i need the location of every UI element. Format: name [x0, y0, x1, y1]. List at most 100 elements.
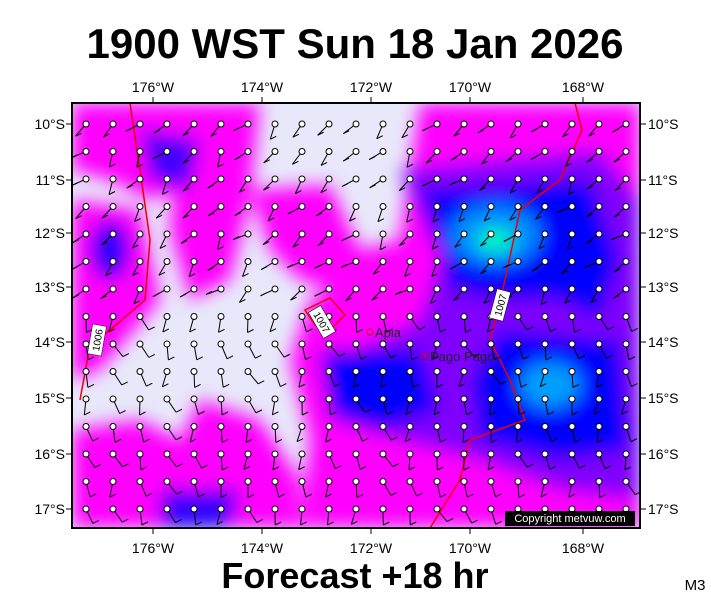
- station: [541, 340, 549, 348]
- station: [298, 230, 306, 238]
- wind-barb-tick: [509, 216, 516, 221]
- wind-barb-tick: [198, 410, 205, 415]
- wind-barb-tick: [238, 188, 246, 193]
- wind-barb-tick: [624, 466, 632, 471]
- wind-barb-tick: [432, 218, 440, 223]
- wind-barb-tick: [320, 161, 328, 166]
- wind-barb-tick: [440, 438, 447, 443]
- wind-barb-tick: [89, 493, 97, 498]
- lon-label: 168°W: [562, 79, 605, 95]
- station: [298, 368, 306, 375]
- station: [595, 450, 603, 458]
- isobar-label-bg: [308, 305, 336, 339]
- station: [568, 258, 576, 265]
- station: [298, 450, 306, 458]
- wind-barb-tick: [269, 328, 277, 333]
- wind-barb-tick: [263, 186, 270, 191]
- station: [244, 478, 252, 485]
- station: [136, 423, 144, 430]
- wind-barb-tick: [218, 328, 225, 333]
- wind-barb-tick: [272, 466, 280, 471]
- station: [487, 368, 495, 375]
- wind-barb-tick: [425, 159, 433, 164]
- station: [163, 450, 171, 458]
- lon-label: 174°W: [241, 540, 284, 556]
- station: [163, 285, 171, 293]
- wind-barb-tick: [217, 246, 224, 251]
- station: [271, 148, 279, 155]
- wind-barb-tick: [136, 163, 143, 168]
- station: [514, 285, 522, 293]
- lat-label: 11°S: [36, 172, 65, 188]
- station: [82, 230, 90, 238]
- wind-barb-tick: [574, 438, 581, 443]
- station: [406, 148, 414, 155]
- station: [136, 368, 144, 375]
- station: [298, 313, 306, 320]
- lon-label: 172°W: [350, 79, 393, 95]
- station: [514, 450, 522, 458]
- station: [217, 203, 225, 210]
- wind-barb-tick: [141, 521, 149, 526]
- wind-barb-tick: [108, 191, 116, 195]
- wind-barb-tick: [568, 191, 575, 196]
- wind-barb-tick: [207, 184, 214, 189]
- station: [244, 148, 252, 155]
- wind-barb-tick: [242, 273, 249, 277]
- station: [298, 258, 306, 265]
- station: [325, 203, 333, 210]
- wind-barb-tick: [411, 356, 419, 361]
- station: [190, 258, 198, 265]
- wind-barb-tick: [538, 245, 546, 250]
- wind-barb-tick: [565, 162, 572, 167]
- wind-barb-tick: [198, 493, 205, 498]
- wind-barb-tick: [386, 411, 394, 415]
- station: [379, 423, 387, 430]
- station: [595, 423, 603, 430]
- wind-barb-tick: [556, 208, 564, 213]
- station: [217, 478, 225, 485]
- station: [622, 148, 630, 155]
- wind-barb-tick: [390, 491, 398, 496]
- wind-barb-tick: [226, 355, 234, 360]
- station: [244, 120, 252, 128]
- station: [514, 340, 522, 348]
- wind-barb-tick: [340, 263, 348, 268]
- station: [190, 203, 198, 210]
- station: [541, 203, 549, 210]
- wind-barb-tick: [545, 356, 553, 361]
- station: [82, 505, 90, 513]
- station: [460, 230, 468, 238]
- lon-label: 176°W: [132, 79, 175, 95]
- wind-barb-tick: [201, 464, 208, 469]
- station: [244, 175, 252, 183]
- station: [298, 423, 306, 430]
- station: [568, 203, 576, 210]
- wind-barb-tick: [314, 292, 321, 297]
- lat-label: 14°S: [34, 334, 65, 350]
- wind-barb-tick: [267, 217, 275, 222]
- wind-barb-tick: [155, 214, 163, 219]
- place-label: Apia: [375, 325, 402, 340]
- wind-barb-tick: [255, 409, 263, 414]
- wind-barb-tick: [122, 463, 129, 468]
- station: [460, 505, 468, 513]
- wind-barb-tick: [182, 214, 190, 219]
- station: [109, 120, 117, 128]
- station: [406, 313, 414, 320]
- lat-label: 14°S: [648, 334, 679, 350]
- station: [433, 478, 441, 485]
- station: [622, 340, 630, 348]
- station: [514, 368, 522, 375]
- station: [298, 175, 306, 183]
- wind-barb-tick: [94, 463, 101, 468]
- station: [82, 203, 90, 210]
- station: [271, 450, 279, 458]
- wind-barb-tick: [377, 218, 385, 223]
- wind-barb-tick: [207, 266, 214, 271]
- wind-barb-tick: [489, 411, 496, 416]
- station: [325, 340, 333, 348]
- station: [406, 478, 414, 485]
- wind-barb-tick: [75, 132, 82, 137]
